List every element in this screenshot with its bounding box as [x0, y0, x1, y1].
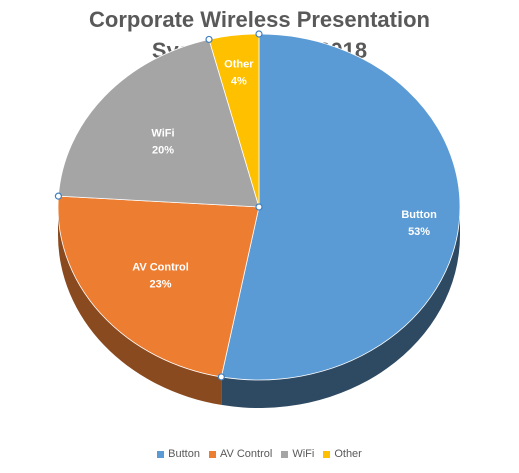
selection-handle-3[interactable] — [54, 192, 62, 200]
selection-handles — [54, 30, 263, 381]
legend-label-button: Button — [168, 448, 200, 460]
data-label-button: Button 53% — [401, 209, 437, 238]
legend-swatch-other — [323, 450, 331, 458]
legend-item-button[interactable]: Button — [157, 448, 200, 460]
pie-slice-av-control[interactable] — [57, 195, 260, 378]
data-label-other: Other 4% — [224, 59, 254, 88]
legend-item-wifi[interactable]: WiFi — [281, 448, 314, 460]
data-label-av-control: AV Control 23% — [132, 262, 189, 291]
legend-label-av-control: AV Control — [219, 448, 273, 460]
pie-sides — [58, 207, 460, 408]
legend-swatch-av-control — [208, 450, 216, 458]
pie-labels: Button 53% AV Control 23% WiFi 20% Other 4% — [132, 59, 437, 291]
pie-slice-button[interactable] — [220, 33, 461, 381]
selection-handle-center[interactable] — [255, 203, 263, 211]
pie-side-button — [221, 207, 460, 408]
legend-swatch-button — [157, 450, 165, 458]
pie-top — [57, 33, 461, 381]
legend-item-other[interactable]: Other — [323, 448, 362, 460]
selection-handle-4[interactable] — [205, 35, 213, 44]
pie-side-av-control — [58, 207, 222, 405]
chart-title-line-1: Corporate Wireless Presentation — [89, 7, 430, 32]
selection-handle-1[interactable] — [255, 30, 263, 38]
legend-label-other: Other — [334, 448, 362, 460]
legend-item-av-control[interactable]: AV Control — [208, 448, 273, 460]
legend-swatch-wifi — [281, 450, 289, 458]
legend-label-wifi: WiFi — [292, 448, 315, 460]
data-label-wifi: WiFi 20% — [151, 128, 174, 157]
legend: Button AV Control WiFi Other — [0, 448, 519, 460]
selection-handle-2[interactable] — [217, 373, 225, 381]
pie-slice-wifi[interactable] — [57, 38, 260, 208]
